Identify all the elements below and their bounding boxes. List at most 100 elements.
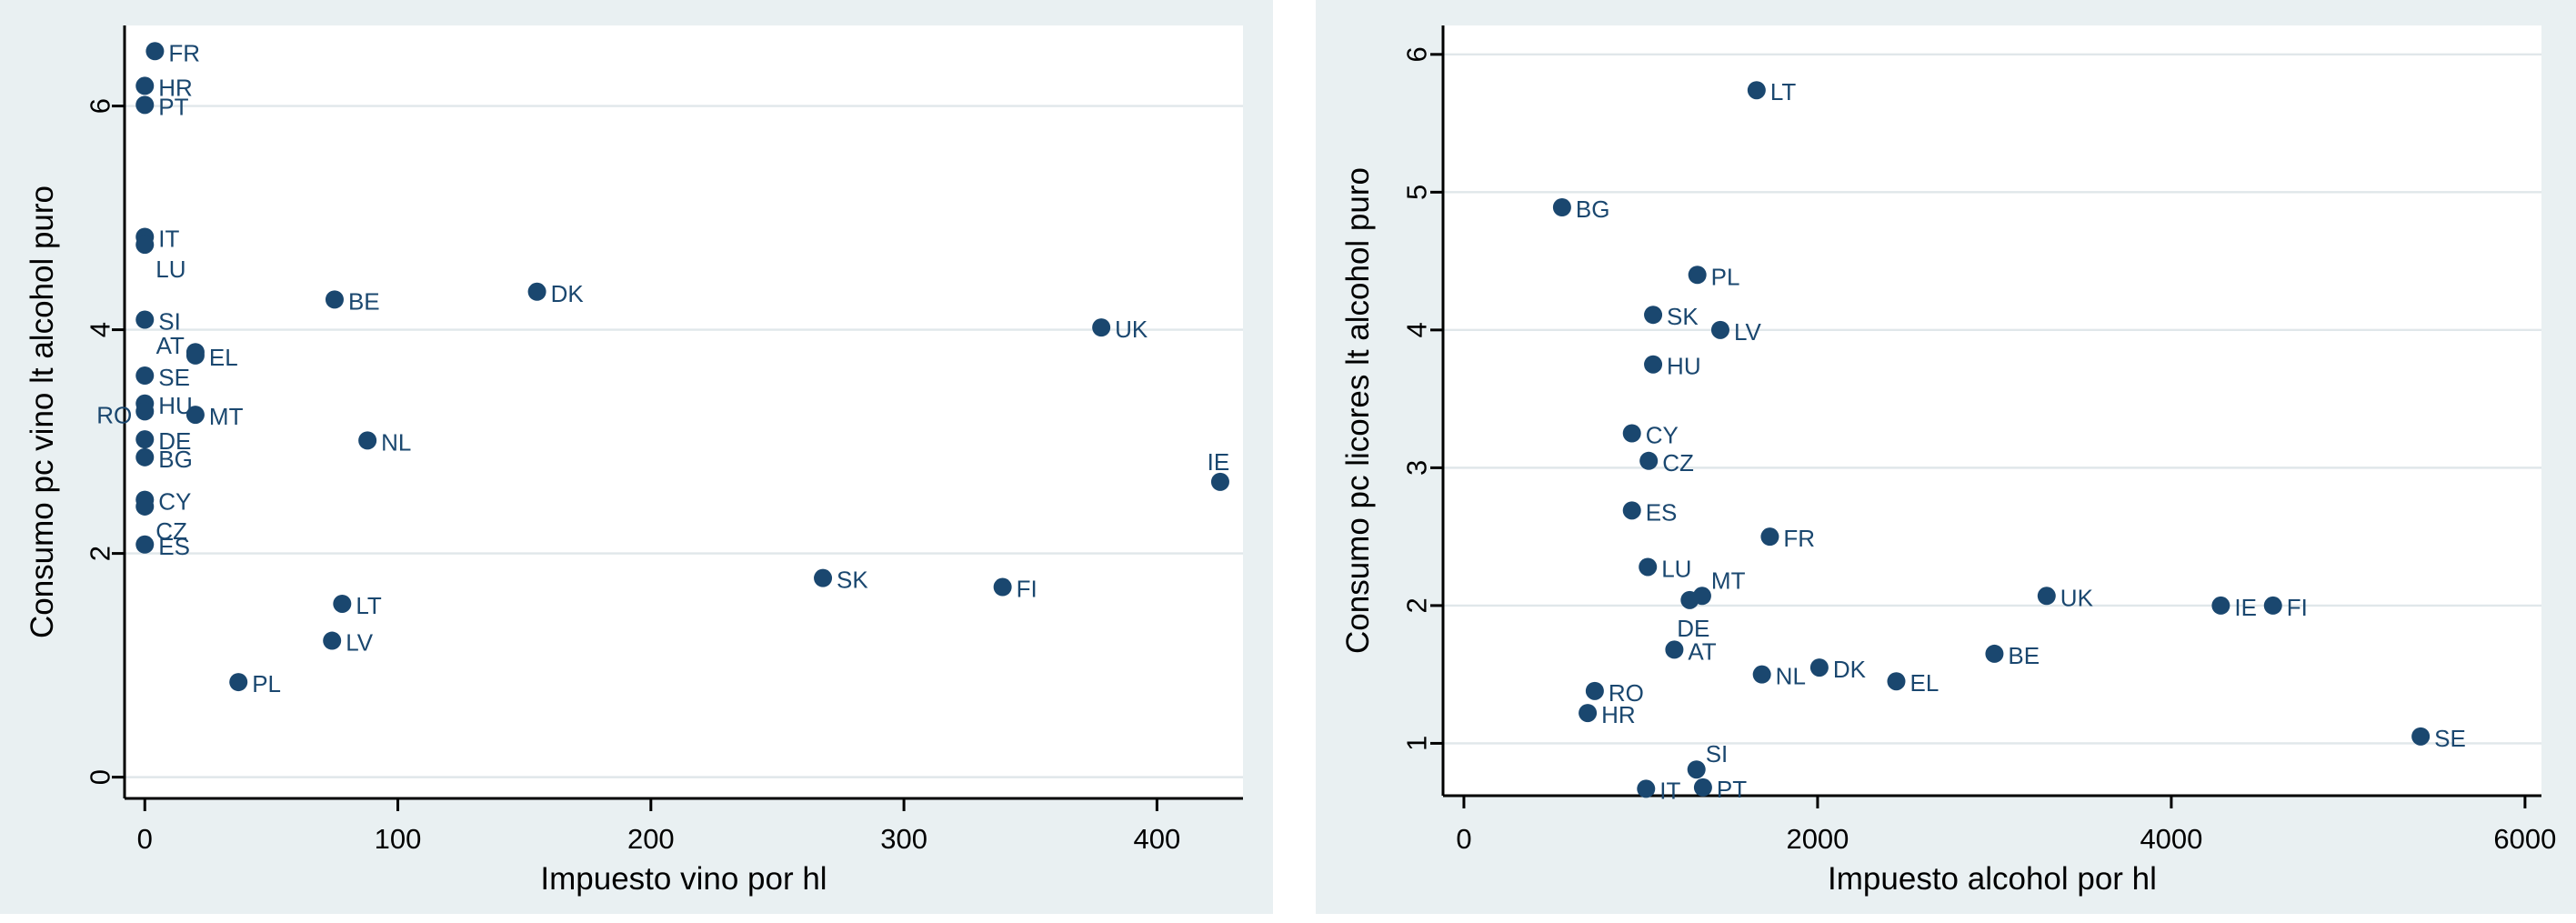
x-axis-title: Impuesto alcohol por hl [1828,861,2157,897]
marker-label-MT: MT [1711,567,1746,594]
marker-label-ES: ES [1646,498,1678,526]
y-axis-title: Consumo pc licores lt alcohol puro [1340,167,1376,654]
marker-label-DE: DE [158,427,191,455]
x-tick-label: 2000 [1786,823,1849,855]
wine-chart-panel: 0 2 4 6 0 100 200 300 400 Impuesto vino por hl Con… [0,0,1273,914]
scatter-point-HU [1644,355,1663,374]
marker-label-BE: BE [348,287,380,315]
marker-label-FR: FR [1783,525,1815,552]
x-tick-label: 0 [137,823,153,855]
scatter-point-LV [323,631,342,650]
marker-label-IE: IE [2234,594,2257,621]
marker-label-HR: HR [1601,701,1636,728]
scatter-point-CZ [1639,451,1659,470]
scatter-point-SE [2411,727,2431,746]
marker-label-ES: ES [158,533,190,560]
x-tick-label: 200 [627,823,675,855]
marker-label-DE: DE [1677,615,1709,642]
marker-label-FI: FI [2287,594,2308,621]
marker-label-LT: LT [356,592,382,619]
scatter-point-SI [135,310,155,329]
scatter-point-EL [185,346,205,365]
scatter-point-EL [1887,672,1906,691]
marker-label-AT: AT [1688,637,1716,665]
scatter-point-HR [1579,704,1598,723]
marker-label-UK: UK [2060,584,2094,611]
marker-label-IT: IT [1659,777,1680,804]
scatter-point-LT [1747,81,1766,100]
scatter-point-FI [993,577,1012,597]
scatter-point-DK [1809,658,1829,677]
marker-label-DK: DK [1833,656,1867,683]
y-tick-label: 2 [1401,597,1433,613]
marker-label-PL: PL [252,670,281,697]
scatter-point-CZ [135,497,155,516]
x-tick-label: 6000 [2493,823,2556,855]
marker-label-NL: NL [1776,663,1806,690]
scatter-point-FR [145,42,165,61]
scatter-point-BE [325,290,344,309]
y-axis-title: Consumo pc vino lt alcohol puro [25,186,60,638]
y-tick-label: 3 [1401,460,1433,476]
scatter-point-MT [185,406,205,425]
y-tick-label: 4 [1401,322,1433,337]
scatter-point-IT [1637,779,1656,798]
marker-label-SI: SI [158,308,181,336]
spirits-scatter-chart: 1 2 3 4 5 6 0 2000 4000 6000 Impuesto alcohol por … [1316,0,2576,914]
marker-label-LV: LV [346,629,374,657]
plot-region-background [1443,25,2541,796]
marker-label-IE: IE [1208,448,1230,476]
marker-label-EL: EL [209,344,238,371]
marker-label-BG: BG [158,446,193,473]
x-tick-label: 0 [1456,823,1471,855]
marker-label-SI: SI [1706,740,1729,767]
scatter-point-PT [1693,778,1712,797]
x-axis-title: Impuesto vino por hl [540,861,827,897]
y-tick-label: 6 [1401,46,1433,62]
marker-label-PT: PT [1717,776,1747,803]
scatter-point-DK [527,282,546,301]
marker-label-HR: HR [158,74,193,101]
marker-label-SK: SK [1667,303,1699,330]
y-tick-label: 5 [1401,185,1433,200]
scatter-point-RO [135,402,155,421]
x-tick-label: 400 [1134,823,1181,855]
scatter-point-DE [1680,590,1699,609]
marker-label-RO: RO [96,401,132,428]
marker-label-LU: LU [155,256,185,283]
marker-label-SK: SK [837,567,868,594]
scatter-point-BE [1985,644,2004,663]
scatter-point-IE [2211,596,2230,615]
marker-label-CZ: CZ [155,517,187,545]
scatter-point-IE [1210,472,1229,491]
scatter-point-AT [1665,640,1684,659]
scatter-point-NL [1752,665,1771,684]
scatter-point-LT [333,594,352,613]
marker-label-DK: DK [551,280,585,307]
marker-label-EL: EL [1909,669,1939,697]
marker-label-RO: RO [1609,679,1644,707]
scatter-point-SK [814,568,833,587]
x-tick-label: 300 [880,823,927,855]
marker-label-SE: SE [158,364,190,391]
scatter-point-LV [1710,320,1729,339]
y-tick-label: 0 [85,769,116,785]
spirits-chart-panel: 1 2 3 4 5 6 0 2000 4000 6000 Impuesto alcohol por … [1316,0,2576,914]
scatter-point-RO [1585,681,1604,700]
scatter-point-LU [1639,557,1658,577]
marker-label-BG: BG [1576,196,1610,223]
marker-label-BE: BE [2008,642,2040,669]
marker-label-SE: SE [2434,725,2466,752]
scatter-point-BG [1552,198,1571,217]
plot-region-background [125,25,1243,798]
marker-label-FR: FR [168,39,200,66]
scatter-point-PL [229,673,248,692]
scatter-point-LU [135,236,155,255]
scatter-point-CY [1622,424,1641,443]
scatter-point-SE [135,366,155,386]
marker-label-HU: HU [1667,353,1701,380]
marker-label-UK: UK [1115,316,1148,343]
marker-label-LT: LT [1770,78,1797,105]
marker-label-PL: PL [1711,263,1740,290]
